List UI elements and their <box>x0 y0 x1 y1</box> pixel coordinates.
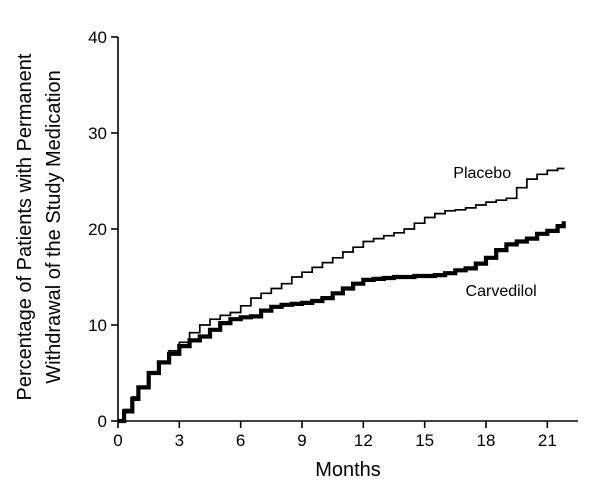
y-tick-label: 40 <box>88 28 107 47</box>
x-axis-title: Months <box>315 459 381 481</box>
y-tick-label: 10 <box>88 316 107 335</box>
axes <box>117 37 578 422</box>
x-tick-label: 12 <box>354 431 373 450</box>
series-label-carvedilol: Carvedilol <box>466 283 537 300</box>
series-lines <box>118 167 566 424</box>
x-tick-label: 0 <box>113 431 122 450</box>
y-tick-label: 0 <box>98 412 107 431</box>
series-label-placebo: Placebo <box>453 165 511 182</box>
y-axis-title-line: Percentage of Patients with Permanent <box>14 53 36 400</box>
x-tick-label: 15 <box>415 431 434 450</box>
y-axis-title: Percentage of Patients with Permanent Wit… <box>14 53 65 400</box>
y-tick-label: 20 <box>88 220 107 239</box>
ticks: 0 10 20 30 40 0 3 6 9 12 15 18 21 <box>88 28 557 450</box>
y-axis-title-line: Withdrawal of the Study Medication <box>43 70 65 384</box>
series-line-carvedilol <box>118 221 566 424</box>
x-tick-label: 6 <box>236 431 245 450</box>
x-tick-label: 18 <box>477 431 496 450</box>
y-tick-label: 30 <box>88 124 107 143</box>
x-tick-label: 3 <box>175 431 184 450</box>
x-tick-label: 21 <box>538 431 557 450</box>
x-tick-label: 9 <box>297 431 306 450</box>
